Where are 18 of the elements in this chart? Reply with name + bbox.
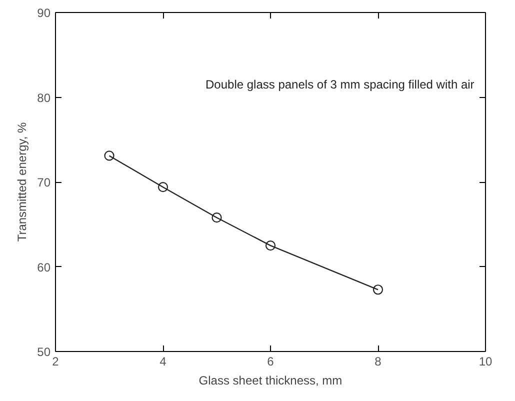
annotation: Double glass panels of 3 mm spacing filled with air <box>206 78 474 92</box>
y-tick-label: 80 <box>37 90 51 105</box>
point <box>265 240 276 251</box>
x-axis-title: Glass sheet thickness, mm <box>198 374 342 388</box>
x-tick-label: 10 <box>478 354 492 368</box>
point <box>212 212 222 223</box>
point <box>104 150 114 161</box>
x-tick-label: 8 <box>374 354 382 368</box>
y-tick-label: 50 <box>37 345 51 359</box>
x-tick-label: 2 <box>52 354 60 368</box>
y-tick-label: 90 <box>37 6 51 20</box>
point <box>372 284 384 295</box>
y-axis-title: Transmitted energy, % <box>15 122 30 242</box>
point <box>158 182 168 192</box>
x-tick-label: 6 <box>267 354 274 368</box>
y-tick-label: 60 <box>37 260 51 274</box>
y-tick-label: 70 <box>37 176 51 190</box>
x-tick-label: 4 <box>160 354 167 368</box>
